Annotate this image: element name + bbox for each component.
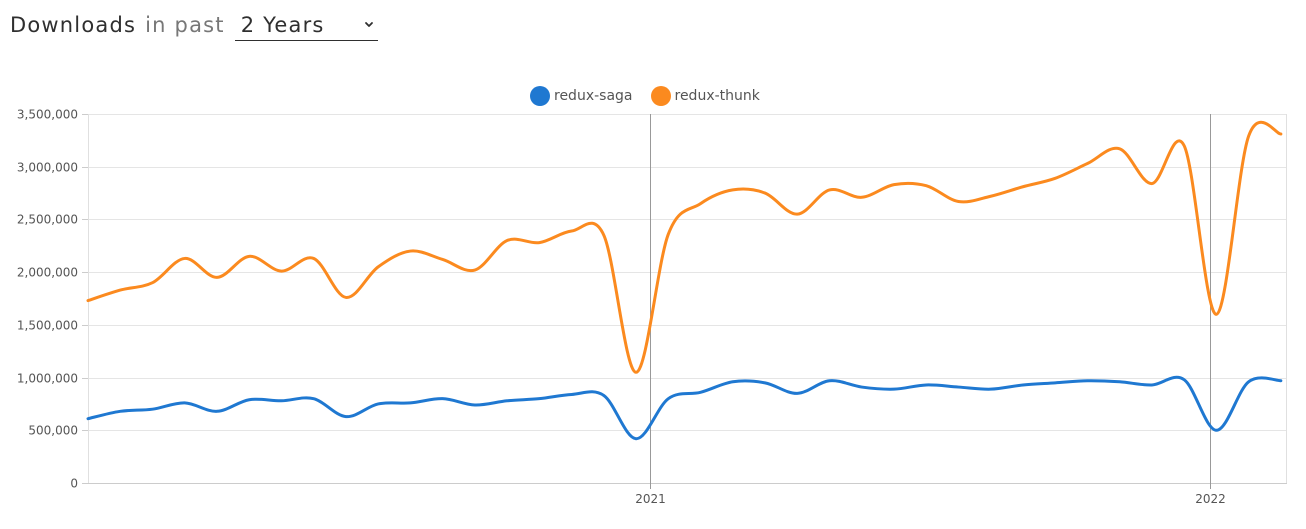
- time-range-select[interactable]: 2 Years: [234, 13, 378, 41]
- legend-label-redux-thunk: redux-thunk: [674, 88, 760, 104]
- downloads-title: Downloads: [10, 13, 137, 37]
- chevron-down-icon: [363, 19, 375, 31]
- downloads-subtitle: in past: [145, 13, 225, 37]
- y-tick-label: 0: [70, 477, 78, 491]
- chart-legend: redux-saga redux-thunk: [530, 84, 760, 108]
- legend-label-redux-saga: redux-saga: [554, 88, 633, 104]
- y-tick-label: 500,000: [28, 424, 78, 438]
- y-tick-label: 2,000,000: [17, 266, 78, 280]
- series-line-redux-saga: [86, 375, 1283, 441]
- x-tick-label: 2022: [1195, 492, 1226, 506]
- y-tick-label: 3,500,000: [17, 108, 78, 122]
- time-range-value: 2 Years: [240, 13, 325, 37]
- y-tick-label: 1,500,000: [17, 319, 78, 333]
- series-line-redux-thunk: [86, 120, 1283, 374]
- legend-swatch-redux-saga: [530, 86, 550, 106]
- downloads-header: Downloads in past 2 Years: [10, 13, 378, 47]
- legend-item-redux-thunk[interactable]: redux-thunk: [650, 86, 760, 106]
- legend-item-redux-saga[interactable]: redux-saga: [530, 86, 633, 106]
- y-tick-label: 3,000,000: [17, 161, 78, 175]
- y-tick-label: 2,500,000: [17, 213, 78, 227]
- y-tick-label: 1,000,000: [17, 372, 78, 386]
- chevron-down-icon-svg: [364, 22, 373, 27]
- x-tick-label: 2021: [635, 492, 666, 506]
- legend-swatch-redux-thunk: [650, 86, 671, 106]
